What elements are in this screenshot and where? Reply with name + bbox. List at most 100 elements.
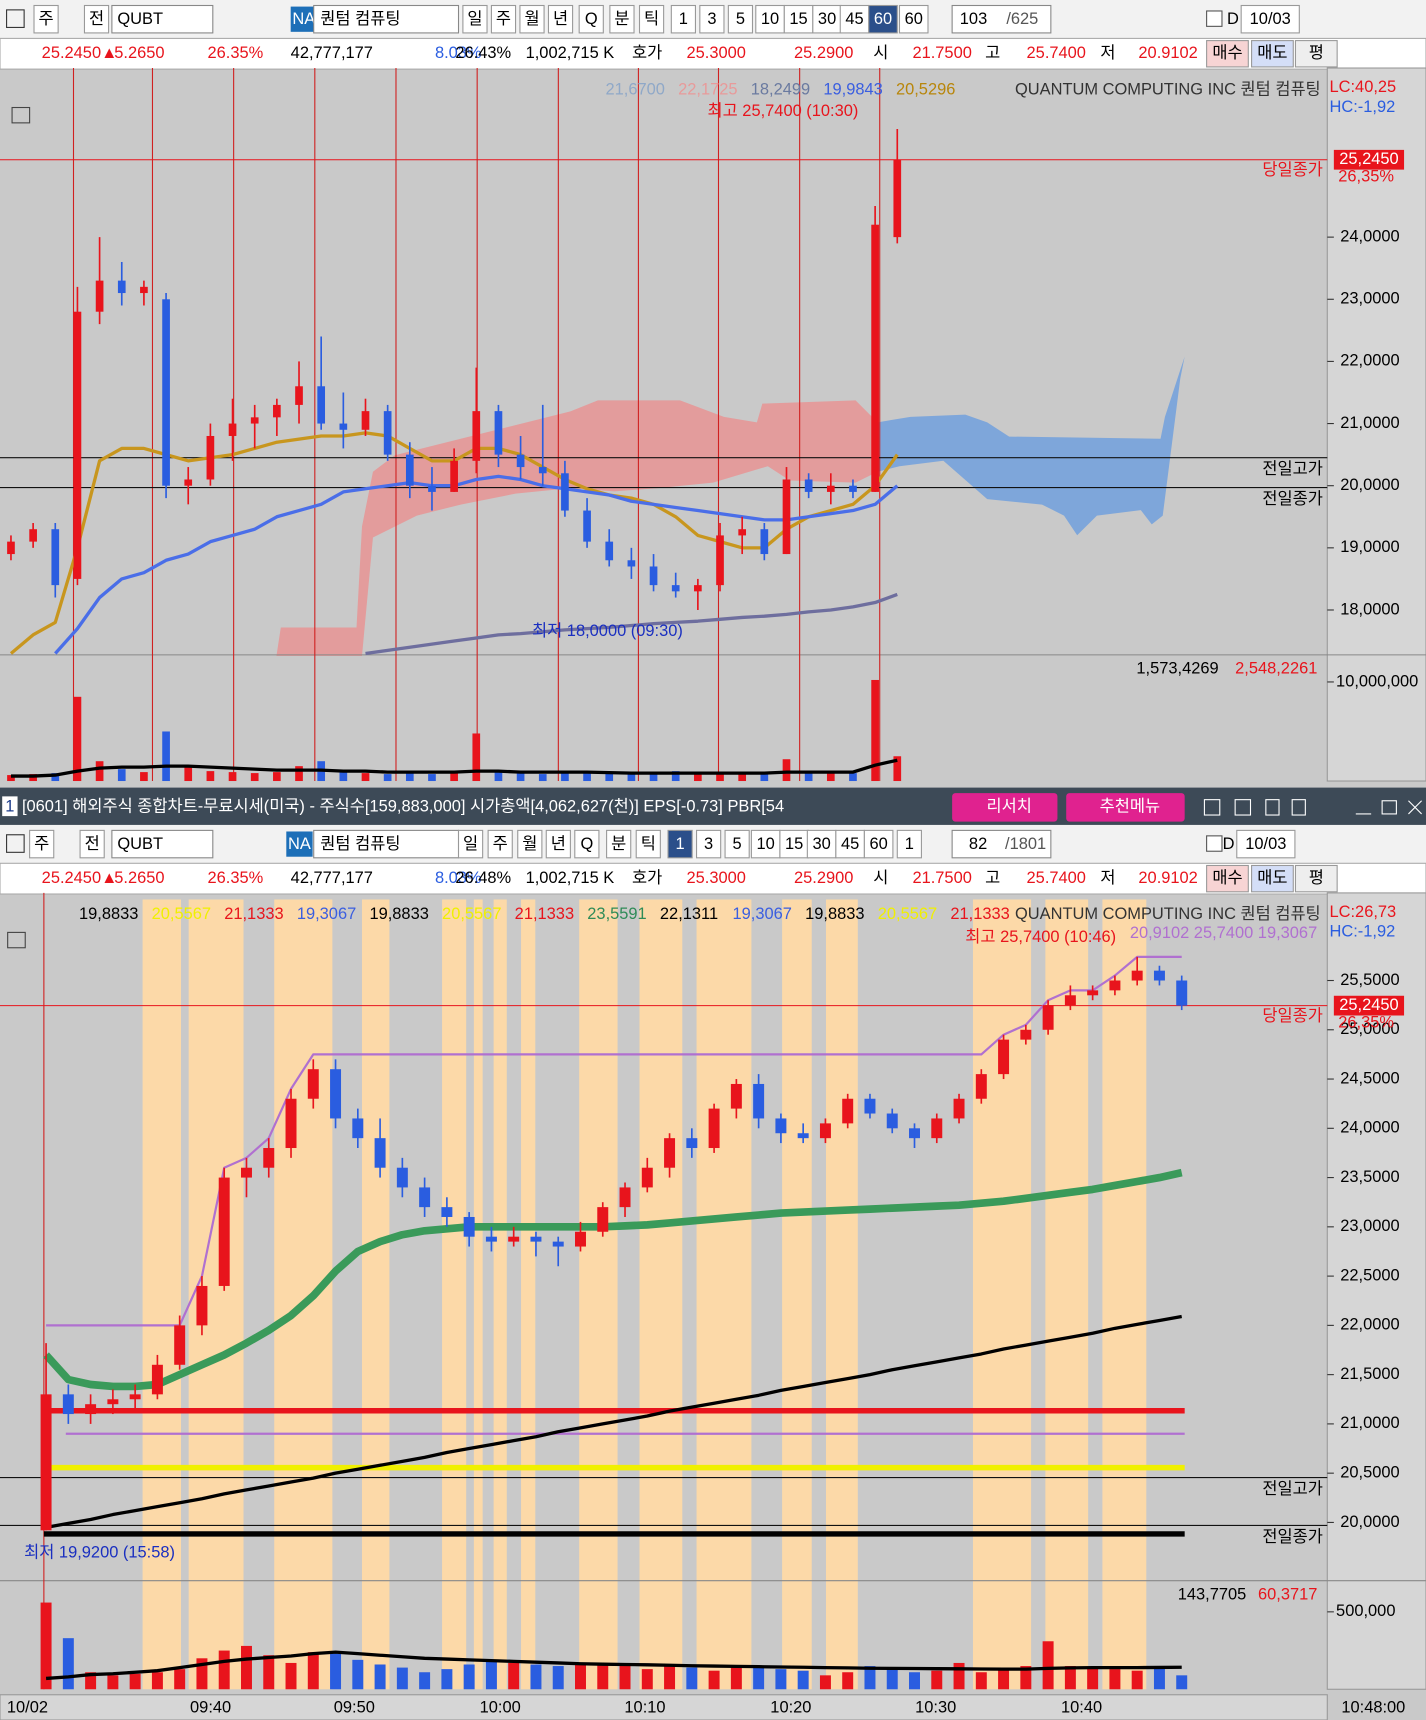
tool-label[interactable]: 주 (34, 835, 49, 853)
tool-button[interactable] (609, 4, 635, 34)
tool-label[interactable]: 60 (869, 835, 887, 853)
tool-label[interactable]: 전 (85, 835, 100, 853)
tool-button[interactable] (1240, 4, 1300, 34)
tool-label[interactable]: 전 (89, 10, 104, 28)
tool-button[interactable] (1236, 829, 1296, 859)
tool-button[interactable] (545, 829, 571, 859)
tool-label[interactable]: 분 (614, 10, 629, 28)
tool-button[interactable] (724, 829, 750, 859)
checkbox[interactable] (1206, 835, 1223, 852)
tool-button[interactable] (33, 4, 59, 34)
tool-label[interactable]: D (1227, 10, 1239, 28)
tool-label[interactable]: 1 (679, 10, 688, 28)
tool-button[interactable] (517, 829, 543, 859)
tool-button[interactable] (896, 829, 922, 859)
order-button[interactable] (1294, 40, 1338, 68)
tool-label[interactable]: Q (585, 10, 598, 28)
tool-label[interactable]: 3 (704, 835, 713, 853)
tool-button[interactable] (462, 4, 488, 34)
tool-button[interactable] (490, 4, 517, 34)
close[interactable] (1408, 800, 1423, 815)
tool-label[interactable]: 1 (676, 835, 685, 853)
control[interactable] (1291, 799, 1306, 816)
order-button[interactable] (1251, 40, 1294, 68)
order-button[interactable] (1206, 40, 1249, 68)
tool-button[interactable] (83, 4, 110, 34)
tool-label[interactable]: 10/03 (1250, 10, 1291, 28)
tool-label[interactable]: 월 (522, 835, 537, 853)
research-button[interactable] (952, 793, 1058, 822)
tool-button[interactable] (29, 829, 55, 859)
tool-label[interactable]: 60 (905, 10, 923, 28)
control[interactable] (1203, 799, 1221, 816)
tool-button[interactable] (578, 4, 604, 34)
tool-label[interactable]: 45 (841, 835, 859, 853)
maximize[interactable] (1381, 800, 1397, 815)
tool-label[interactable]: 5 (736, 10, 745, 28)
tool-button[interactable] (727, 4, 754, 34)
tool-button[interactable] (547, 4, 574, 34)
tool-label[interactable]: 15 (785, 835, 803, 853)
tool-button[interactable] (487, 829, 513, 859)
order-button[interactable] (1206, 864, 1249, 893)
tool-button[interactable] (574, 829, 600, 859)
symbol-input[interactable] (111, 4, 214, 34)
tool-label[interactable]: 30 (818, 10, 836, 28)
tool-label[interactable]: 10 (761, 10, 779, 28)
checkbox[interactable] (1206, 10, 1223, 27)
tool-button[interactable] (779, 829, 809, 859)
recommend-label[interactable]: 추천메뉴 (1100, 798, 1161, 816)
tool-button[interactable] (839, 4, 870, 34)
tool-label[interactable]: 틱 (644, 10, 659, 28)
tool-button[interactable] (863, 829, 894, 859)
window-controls[interactable] (1203, 799, 1423, 816)
tool-label[interactable]: 월 (524, 10, 539, 28)
tool-button[interactable] (812, 4, 842, 34)
tool-label[interactable]: 틱 (641, 835, 656, 853)
tool-button[interactable] (695, 829, 722, 859)
tool-button[interactable] (806, 829, 837, 859)
order-button[interactable] (1294, 864, 1338, 893)
tool-label[interactable]: 년 (551, 835, 566, 853)
tool-label[interactable]: 15 (789, 10, 807, 28)
quote-value[interactable]: 매도 (1257, 44, 1287, 62)
tool-label[interactable]: 일 (467, 10, 482, 28)
tool-label[interactable]: 년 (553, 10, 568, 28)
symbol[interactable]: QUBT (117, 10, 163, 28)
tool-label[interactable]: 10/03 (1245, 835, 1286, 853)
quote-value[interactable]: 매수 (1212, 44, 1242, 62)
tool-button[interactable] (457, 829, 484, 859)
tool-label[interactable]: 30 (812, 835, 830, 853)
symbol-input[interactable] (111, 829, 214, 859)
tool-label[interactable]: 일 (463, 835, 478, 853)
tool-button[interactable] (898, 4, 929, 34)
quote-value[interactable]: 평 (1309, 869, 1324, 887)
tool-button[interactable] (835, 829, 865, 859)
tool-label[interactable]: 분 (611, 835, 626, 853)
research-label[interactable]: 리서치 (986, 798, 1031, 816)
tool-button[interactable] (699, 4, 725, 34)
tool-button[interactable] (868, 4, 898, 34)
tool-label[interactable]: 45 (845, 10, 863, 28)
tool-label[interactable]: Q (580, 835, 593, 853)
tool-label[interactable]: 10 (757, 835, 775, 853)
tool-label[interactable]: 3 (707, 10, 716, 28)
tool-label[interactable]: 60 (874, 10, 892, 28)
tool-button[interactable] (638, 4, 665, 34)
tool-button[interactable] (519, 4, 545, 34)
tool-button[interactable] (79, 829, 105, 859)
tool-label[interactable]: 주 (39, 10, 54, 28)
quote-value[interactable]: 매수 (1212, 869, 1242, 887)
tool-button[interactable] (606, 829, 632, 859)
quote-value[interactable]: 매도 (1257, 869, 1287, 887)
tool-label[interactable]: 주 (493, 835, 508, 853)
tool-label[interactable]: D (1223, 835, 1235, 853)
symbol[interactable]: QUBT (117, 835, 163, 853)
quote-value[interactable]: 평 (1309, 44, 1324, 62)
control[interactable] (1265, 799, 1280, 816)
order-button[interactable] (1251, 864, 1294, 893)
tool-button[interactable] (750, 829, 781, 859)
tool-button[interactable] (635, 829, 661, 859)
tool-label[interactable]: 주 (496, 10, 511, 28)
recommend-button[interactable] (1066, 793, 1185, 822)
